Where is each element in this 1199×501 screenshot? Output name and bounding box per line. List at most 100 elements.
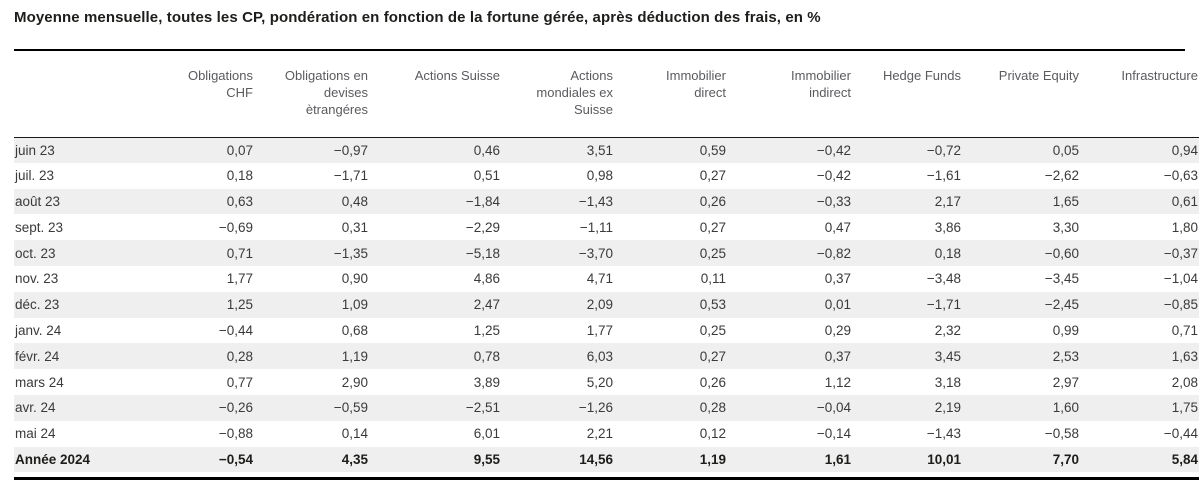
row-label: janv. 24 (15, 322, 62, 338)
row-label: oct. 23 (15, 245, 56, 261)
row-label: juil. 23 (15, 168, 55, 184)
value-cell: 0,37 (824, 271, 851, 287)
value-cell: 0,27 (699, 348, 726, 364)
row-label: avr. 24 (15, 400, 56, 416)
value-cell: −0,42 (816, 142, 851, 158)
value-cell: 9,55 (473, 451, 500, 467)
value-cell: −1,71 (333, 168, 368, 184)
top-rule (14, 49, 1185, 51)
value-cell: 3,89 (473, 374, 500, 390)
value-cell: −0,44 (1163, 426, 1198, 442)
value-cell: 1,12 (824, 374, 851, 390)
value-cell: 0,71 (226, 245, 253, 261)
value-cell: 2,97 (1052, 374, 1079, 390)
value-cell: 3,86 (934, 219, 961, 235)
value-cell: 0,71 (1171, 322, 1198, 338)
row-label: mars 24 (15, 374, 64, 390)
value-cell: 3,45 (934, 348, 961, 364)
column-header: Obligations CHF (145, 51, 254, 138)
column-header: Infrastructure (1080, 51, 1199, 138)
value-cell: 0,01 (824, 297, 851, 313)
value-cell: 0,12 (699, 426, 726, 442)
value-cell: 0,51 (473, 168, 500, 184)
value-cell: 5,20 (586, 374, 613, 390)
value-cell: 1,77 (586, 322, 613, 338)
value-cell: 3,30 (1052, 219, 1079, 235)
value-cell: 0,78 (473, 348, 500, 364)
table-row: avr. 24 −0,26 −0,59 −2,51 −1,26 0,28 −0,04 2,19… (14, 394, 1199, 421)
table-row: mai 24 −0,88 0,14 6,01 2,21 0,12 −0,14 −1,43 −0,… (14, 421, 1199, 447)
row-label: févr. 24 (15, 348, 60, 364)
value-cell: 0,48 (341, 193, 368, 209)
value-cell: 4,71 (586, 271, 613, 287)
value-cell: 1,19 (699, 451, 726, 467)
value-cell: 10,01 (927, 451, 961, 467)
value-cell: −0,37 (1163, 245, 1198, 261)
row-label: Année 2024 (15, 451, 91, 467)
table-row: nov. 23 1,77 0,90 4,86 4,71 0,11 0,37 −3,48 −3,4… (14, 266, 1199, 292)
value-cell: 1,60 (1052, 400, 1079, 416)
value-cell: 0,46 (473, 142, 500, 158)
value-cell: 0,26 (699, 193, 726, 209)
table-row: sept. 23 −0,69 0,31 −2,29 −1,11 0,27 0,47 3,86 3… (14, 214, 1199, 240)
value-cell: −2,45 (1044, 297, 1079, 313)
value-cell: −1,04 (1163, 271, 1198, 287)
row-label: juin 23 (15, 142, 55, 158)
value-cell: −0,72 (926, 142, 961, 158)
value-cell: 0,47 (824, 219, 851, 235)
value-cell: 1,09 (341, 297, 368, 313)
value-cell: 0,98 (586, 168, 613, 184)
value-cell: 2,32 (934, 322, 961, 338)
value-cell: 6,01 (473, 426, 500, 442)
value-cell: −0,63 (1163, 168, 1198, 184)
table-row: oct. 23 0,71 −1,35 −5,18 −3,70 0,25 −0,82 0,18 −… (14, 240, 1199, 266)
value-cell: 0,31 (341, 219, 368, 235)
column-header: Private Equity (962, 51, 1080, 138)
returns-table: Obligations CHF Obligations en devises è… (14, 51, 1199, 473)
value-cell: 5,84 (1171, 451, 1198, 467)
value-cell: −3,70 (578, 245, 613, 261)
value-cell: 0,26 (699, 374, 726, 390)
table-row: juin 23 0,07 −0,97 0,46 3,51 0,59 −0,42 −0,72 0,… (14, 137, 1199, 163)
value-cell: −0,14 (816, 426, 851, 442)
value-cell: 0,05 (1052, 142, 1079, 158)
value-cell: 0,18 (226, 168, 253, 184)
value-cell: 14,56 (579, 451, 613, 467)
value-cell: 1,25 (226, 297, 253, 313)
value-cell: 0,63 (226, 193, 253, 209)
value-cell: 0,25 (699, 245, 726, 261)
table-row: juil. 23 0,18 −1,71 0,51 0,98 0,27 −0,42 −1,61 −… (14, 163, 1199, 189)
value-cell: 0,61 (1171, 193, 1198, 209)
row-label: nov. 23 (15, 271, 59, 287)
value-cell: 4,86 (473, 271, 500, 287)
row-label: déc. 23 (15, 297, 60, 313)
table-row: janv. 24 −0,44 0,68 1,25 1,77 0,25 0,29 2,32 0,9… (14, 318, 1199, 344)
value-cell: −1,11 (579, 219, 613, 235)
value-cell: 0,14 (341, 426, 368, 442)
table-row: déc. 23 1,25 1,09 2,47 2,09 0,53 0,01 −1,71 −2,4… (14, 291, 1199, 318)
column-header: Actions mondiales ex Suisse (501, 51, 614, 138)
column-header: Obligations en devises ètrangéres (254, 51, 369, 138)
value-cell: −1,35 (333, 245, 368, 261)
value-cell: −0,69 (218, 219, 253, 235)
value-cell: −0,26 (218, 400, 253, 416)
value-cell: 0,37 (824, 348, 851, 364)
value-cell: −0,60 (1044, 245, 1079, 261)
bottom-rule (14, 477, 1199, 481)
value-cell: 0,27 (699, 219, 726, 235)
value-cell: −0,82 (816, 245, 851, 261)
value-cell: 1,63 (1171, 348, 1198, 364)
value-cell: 0,25 (699, 322, 726, 338)
value-cell: −0,42 (816, 168, 851, 184)
value-cell: 0,77 (226, 374, 253, 390)
value-cell: −0,04 (816, 400, 851, 416)
value-cell: −0,44 (218, 322, 253, 338)
value-cell: 0,99 (1052, 322, 1079, 338)
column-header: Immobilier direct (614, 51, 727, 138)
value-cell: 1,77 (226, 271, 253, 287)
value-cell: 2,19 (934, 400, 961, 416)
value-cell: 2,17 (934, 193, 961, 209)
value-cell: −0,58 (1044, 426, 1079, 442)
value-cell: 7,70 (1052, 451, 1079, 467)
value-cell: 0,90 (341, 271, 368, 287)
